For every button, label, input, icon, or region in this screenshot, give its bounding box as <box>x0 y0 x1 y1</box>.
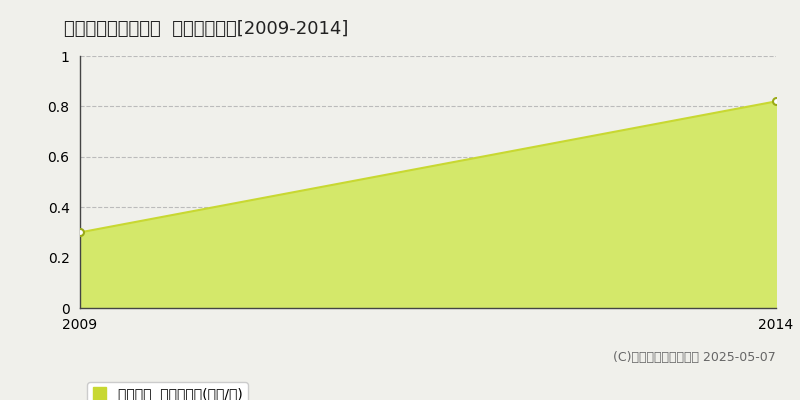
Text: (C)土地価格ドットコム 2025-05-07: (C)土地価格ドットコム 2025-05-07 <box>614 351 776 364</box>
Legend: 土地価格  平均坪単価(万円/坪): 土地価格 平均坪単価(万円/坪) <box>87 382 248 400</box>
Text: 加茂郡白川町下佐見  土地価格推移[2009-2014]: 加茂郡白川町下佐見 土地価格推移[2009-2014] <box>64 20 348 38</box>
